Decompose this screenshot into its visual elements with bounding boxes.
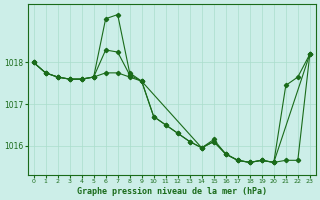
- X-axis label: Graphe pression niveau de la mer (hPa): Graphe pression niveau de la mer (hPa): [77, 187, 267, 196]
